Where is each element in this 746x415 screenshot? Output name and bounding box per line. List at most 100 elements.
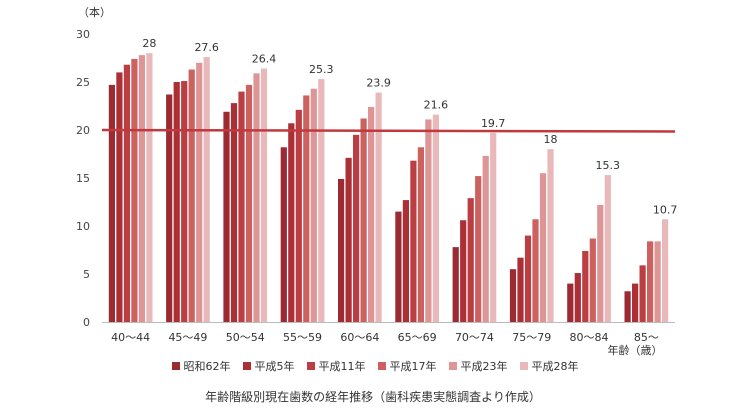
bar bbox=[188, 69, 195, 323]
bar bbox=[238, 91, 245, 322]
bar bbox=[482, 155, 489, 322]
bar bbox=[223, 111, 230, 322]
legend-swatch bbox=[519, 362, 528, 370]
x-category-label: 85～ bbox=[634, 331, 659, 344]
x-category-label: 45～49 bbox=[168, 331, 207, 344]
bar-value-label: 23.9 bbox=[366, 77, 391, 90]
chart-caption: 年齢階級別現在歯数の経年推移（歯科疾患実態調査より作成） bbox=[205, 390, 541, 404]
bar bbox=[181, 81, 188, 322]
bar bbox=[146, 53, 153, 322]
bar-value-label: 25.3 bbox=[309, 63, 334, 76]
x-axis-extra-label: 年齢（歳） bbox=[608, 343, 663, 357]
x-category-label: 65～69 bbox=[398, 331, 437, 344]
bar bbox=[524, 235, 532, 322]
y-tick-label: 0 bbox=[83, 316, 90, 329]
bar bbox=[597, 204, 604, 322]
bar bbox=[432, 114, 439, 322]
bar-value-label: 27.6 bbox=[194, 41, 219, 54]
y-tick-label: 20 bbox=[76, 124, 90, 137]
bar bbox=[310, 88, 317, 322]
bar bbox=[589, 238, 596, 322]
legend-swatch bbox=[377, 362, 386, 370]
bar bbox=[662, 219, 669, 322]
bar bbox=[632, 283, 639, 322]
bar bbox=[395, 211, 402, 322]
bar-value-label: 15.3 bbox=[596, 159, 621, 172]
legend-swatch bbox=[448, 362, 457, 370]
x-category-label: 40～44 bbox=[111, 331, 150, 344]
y-axis-unit-label: （本） bbox=[78, 5, 111, 19]
bar bbox=[402, 200, 409, 322]
bar bbox=[532, 219, 539, 322]
bar-value-labels: 28 27.6 26.4 25.3 23.9 21.6 19.7 18 15.3 10.7 bbox=[142, 37, 677, 216]
x-category-label: 80～84 bbox=[570, 331, 609, 344]
legend-item: 平成23年 bbox=[448, 358, 508, 374]
bar bbox=[604, 175, 611, 322]
x-category-label: 55～59 bbox=[283, 331, 322, 344]
bar bbox=[280, 147, 287, 322]
y-tick-label: 25 bbox=[76, 76, 90, 89]
y-tick-label: 30 bbox=[76, 28, 90, 41]
bar bbox=[166, 94, 173, 322]
bar-value-label: 10.7 bbox=[653, 203, 678, 216]
bar bbox=[375, 92, 382, 322]
bar bbox=[260, 68, 268, 322]
legend-item: 昭和62年 bbox=[171, 358, 231, 374]
x-category-label: 60～64 bbox=[340, 331, 379, 344]
legend-item: 平成17年 bbox=[377, 358, 437, 374]
bar bbox=[509, 269, 517, 322]
legend-item: 平成11年 bbox=[306, 358, 366, 374]
bar bbox=[624, 291, 631, 322]
bar bbox=[639, 265, 646, 322]
bars bbox=[108, 53, 669, 323]
y-tick-label: 5 bbox=[83, 268, 90, 281]
legend-label: 平成5年 bbox=[254, 360, 295, 373]
legend-label: 平成11年 bbox=[318, 360, 366, 373]
x-axis-category-labels: 40～44 45～49 50～54 55～59 60～64 65～69 70～74 75～79… bbox=[111, 331, 659, 344]
legend-swatch bbox=[306, 362, 315, 370]
legend-item: 平成5年 bbox=[242, 358, 295, 374]
legend-swatch bbox=[242, 362, 251, 370]
bar bbox=[318, 79, 325, 323]
bar bbox=[123, 64, 130, 322]
bar bbox=[253, 73, 260, 322]
bar bbox=[245, 84, 253, 322]
bar bbox=[475, 176, 482, 322]
bar-value-label: 26.4 bbox=[252, 53, 277, 66]
bar bbox=[288, 123, 295, 322]
bar-value-label: 19.7 bbox=[481, 117, 506, 130]
bar bbox=[452, 247, 459, 322]
bar bbox=[490, 132, 497, 322]
bar bbox=[574, 273, 581, 322]
reference-line bbox=[101, 128, 676, 133]
x-category-label: 50～54 bbox=[226, 331, 265, 344]
bar bbox=[567, 283, 574, 322]
bar-value-label: 21.6 bbox=[424, 99, 449, 112]
bar bbox=[539, 173, 547, 322]
bar bbox=[647, 241, 654, 322]
bar bbox=[203, 57, 210, 322]
bar bbox=[338, 178, 345, 322]
legend-label: 昭和62年 bbox=[183, 360, 231, 373]
bar bbox=[138, 55, 145, 323]
bar bbox=[131, 58, 138, 323]
bar bbox=[295, 109, 302, 322]
legend: 昭和62年 平成5年 平成11年 平成17年 平成23年 平成28年 bbox=[150, 358, 600, 374]
legend-item: 平成28年 bbox=[519, 358, 579, 374]
bar bbox=[582, 250, 589, 322]
bar bbox=[517, 257, 524, 322]
bar bbox=[345, 157, 352, 322]
bar bbox=[303, 95, 310, 322]
bar bbox=[460, 220, 467, 322]
bar bbox=[547, 149, 554, 322]
x-category-label: 75～79 bbox=[512, 331, 551, 344]
legend-label: 平成17年 bbox=[389, 360, 437, 373]
y-axis-ticks: 0 5 10 15 20 25 30 bbox=[76, 28, 90, 329]
legend-swatch bbox=[171, 362, 180, 370]
x-category-label: 70～74 bbox=[455, 331, 494, 344]
bar bbox=[417, 147, 424, 322]
bar bbox=[654, 241, 661, 322]
legend-label: 平成23年 bbox=[460, 360, 508, 373]
bar bbox=[196, 62, 203, 323]
bar bbox=[467, 198, 474, 322]
